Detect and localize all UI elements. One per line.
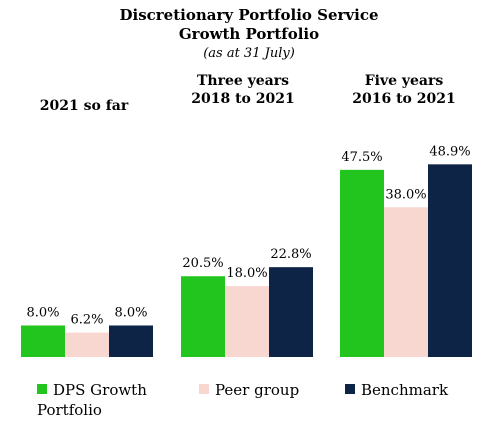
- legend-swatch-peer: [199, 384, 209, 394]
- category-label-3: Five years 2016 to 2021: [329, 72, 479, 108]
- chart-note: (as at 31 July): [203, 46, 295, 61]
- category-label-3-line-2: 2016 to 2021: [352, 91, 456, 107]
- bar-benchmark-2: [269, 267, 313, 357]
- legend-item-peer: Peer group: [199, 380, 299, 400]
- legend-swatch-benchmark: [345, 384, 355, 394]
- legend-label-dps-line-2: Portfolio: [37, 401, 102, 419]
- bar-benchmark-1: [109, 325, 153, 357]
- category-label-2-line-2: 2018 to 2021: [191, 91, 295, 107]
- bar-dps-3: [340, 169, 384, 357]
- legend-label-benchmark: Benchmark: [361, 381, 449, 399]
- data-label-dps-1: 8.0%: [26, 305, 59, 320]
- data-label-benchmark-3: 48.9%: [429, 144, 470, 159]
- title-block: Discretionary Portfolio Service Growth P…: [0, 6, 498, 63]
- bar-peer-3: [384, 207, 428, 357]
- bar-peer-1: [65, 332, 109, 357]
- category-label-1: 2021 so far: [9, 97, 159, 115]
- legend-item-benchmark: Benchmark: [345, 380, 448, 400]
- category-label-3-line-1: Five years: [364, 73, 444, 89]
- data-label-benchmark-1: 8.0%: [114, 305, 147, 320]
- legend-swatch-dps: [37, 384, 47, 394]
- legend-label-peer: Peer group: [215, 381, 300, 399]
- bar-benchmark-3: [428, 164, 472, 357]
- bar-dps-2: [181, 276, 225, 357]
- data-label-peer-2: 18.0%: [226, 266, 267, 281]
- legend-label-dps-line-1: DPS Growth: [53, 381, 147, 399]
- legend-item-dps: DPS Growth Portfolio: [37, 380, 147, 420]
- bar-dps-1: [21, 325, 65, 357]
- category-label-2-line-1: Three years: [196, 73, 290, 89]
- data-label-peer-1: 6.2%: [70, 313, 103, 328]
- data-label-dps-2: 20.5%: [182, 256, 223, 271]
- chart-subtitle: Growth Portfolio: [178, 25, 320, 43]
- data-label-peer-3: 38.0%: [385, 187, 426, 202]
- category-label-2: Three years 2018 to 2021: [168, 72, 318, 108]
- bar-peer-2: [225, 286, 269, 357]
- chart-title: Discretionary Portfolio Service: [119, 6, 379, 24]
- data-label-dps-3: 47.5%: [341, 150, 382, 165]
- category-label-1-line-1: 2021 so far: [39, 98, 129, 114]
- data-label-benchmark-2: 22.8%: [270, 247, 311, 262]
